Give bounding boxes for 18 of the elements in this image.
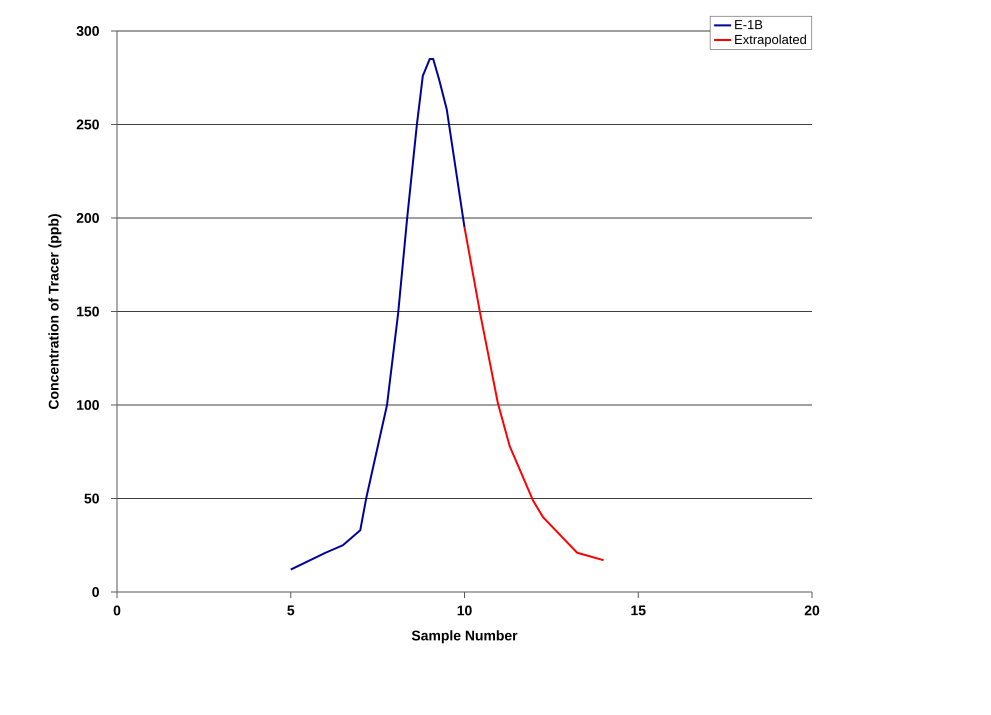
y-tick-label: 300 xyxy=(76,26,99,36)
x-tick-label: 10 xyxy=(458,606,472,616)
legend-label: Extrapolated xyxy=(735,34,806,47)
line-series xyxy=(464,226,605,562)
y-tick-label: 100 xyxy=(77,400,99,410)
y-axis-title: Concentration of Tracer (ppb) xyxy=(48,214,62,409)
legend-label: E-1B xyxy=(735,20,762,30)
x-tick-label: 20 xyxy=(804,606,820,616)
x-tick-label: 15 xyxy=(631,606,646,616)
y-tick-label: 250 xyxy=(76,120,99,130)
y-tick-label: 200 xyxy=(76,213,99,223)
x-tick-label: 0 xyxy=(114,606,120,616)
line-series xyxy=(290,58,466,571)
x-tick-label: 5 xyxy=(287,606,294,616)
y-tick-label: 150 xyxy=(77,306,99,316)
y-tick-label: 0 xyxy=(92,587,99,597)
y-tick-label: 50 xyxy=(84,494,99,504)
x-axis-title: Sample Number xyxy=(412,630,518,644)
